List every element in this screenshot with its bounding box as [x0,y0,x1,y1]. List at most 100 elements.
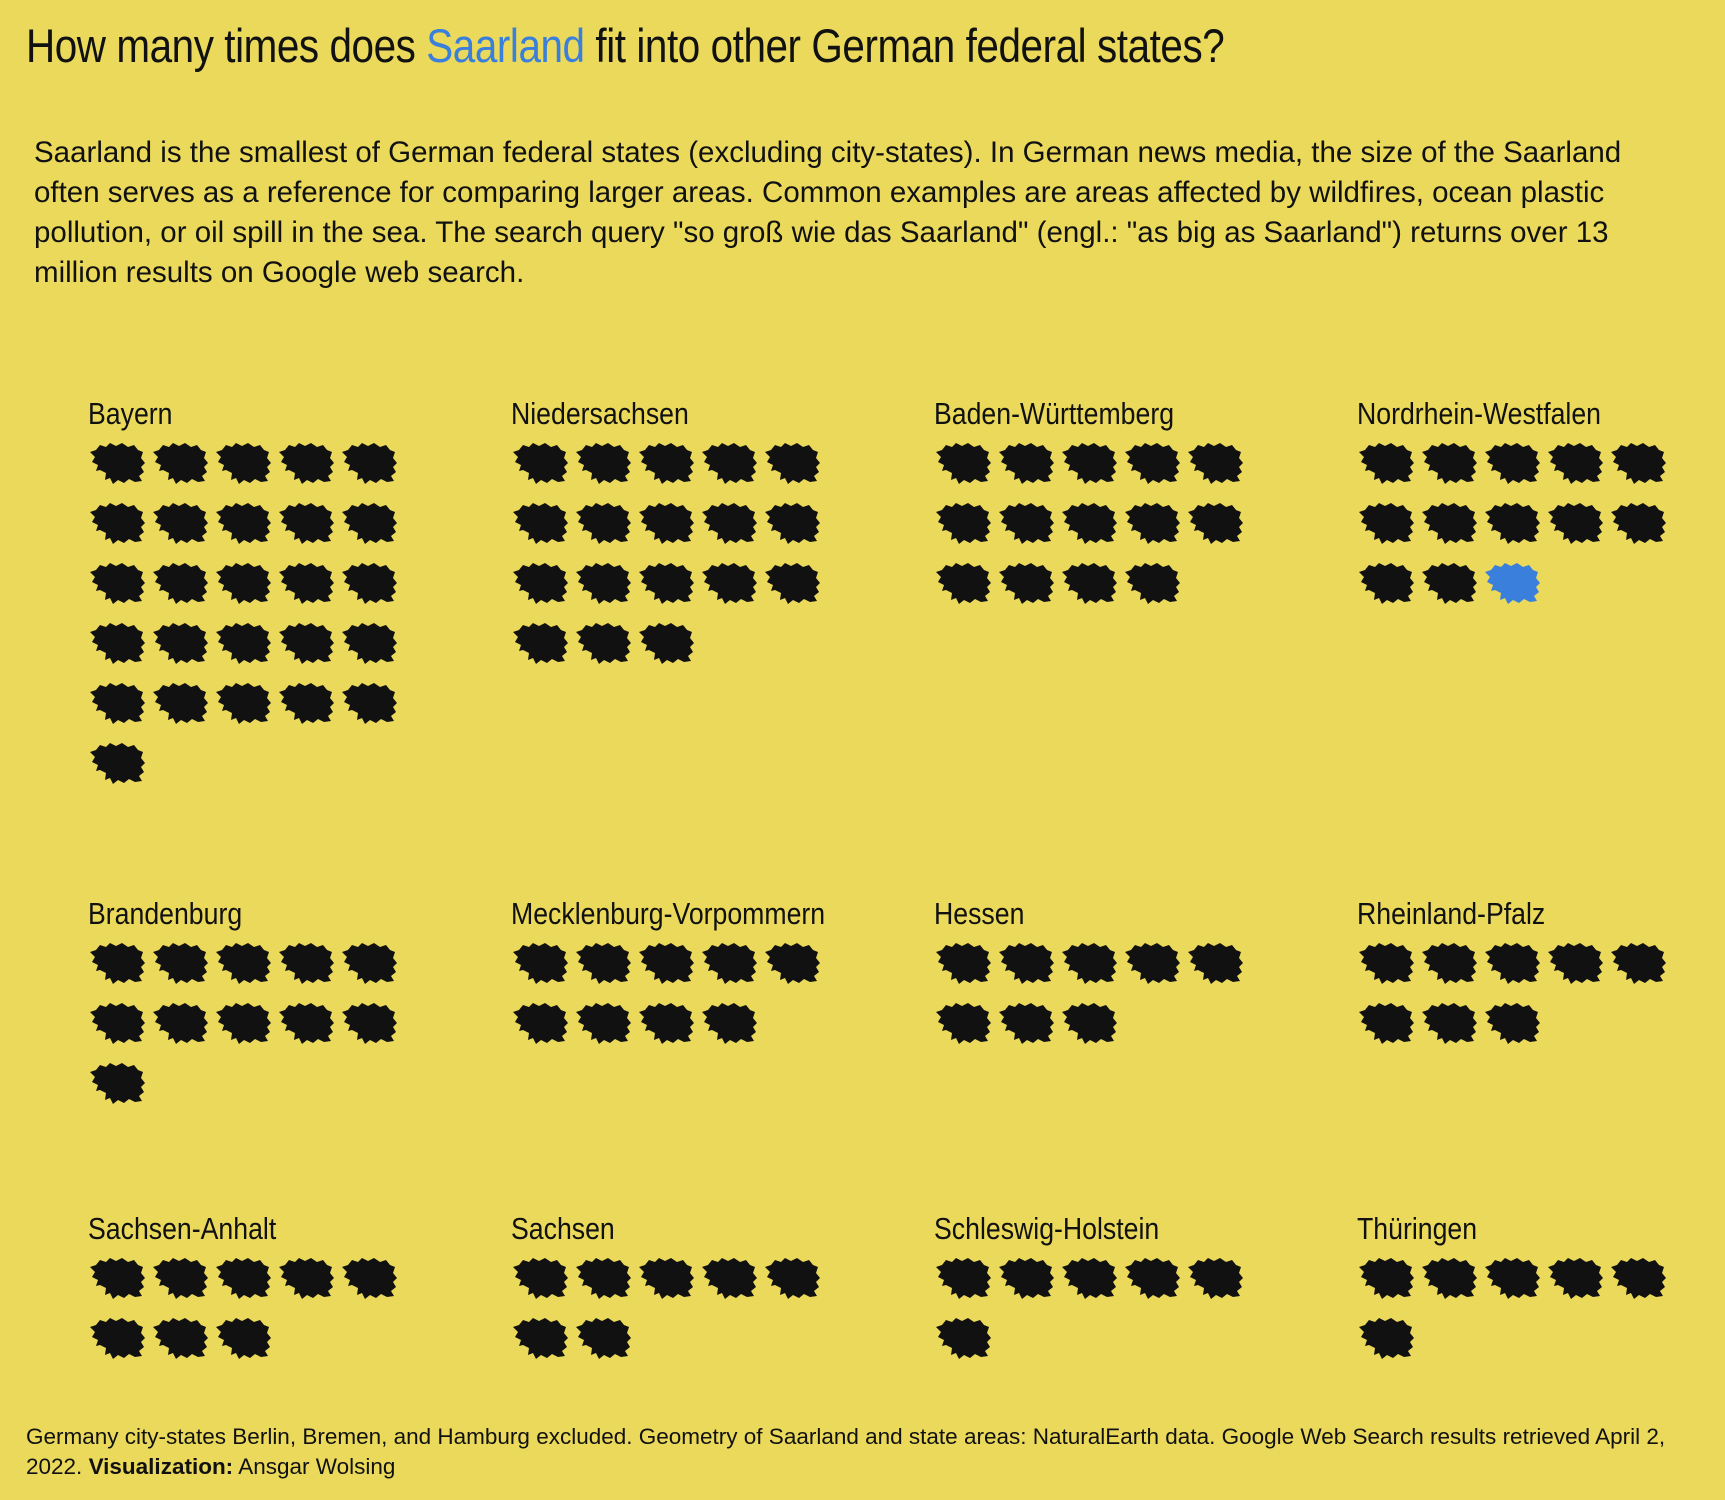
saarland-shape-icon [1186,500,1246,546]
saarland-shape-icon [88,1255,148,1301]
saarland-shape-icon [277,560,337,606]
saarland-shape-icon [763,1255,823,1301]
saarland-shape-icon [88,740,148,786]
saarland-shape-icon [763,940,823,986]
saarland-shape-icon [1186,940,1246,986]
saarland-shape-icon [1060,500,1120,546]
saarland-shape-icon [637,500,697,546]
saarland-shape-icon [214,440,274,486]
saarland-shape-icon [214,1000,274,1046]
saarland-shape-icon [1420,500,1480,546]
saarland-shape-icon [277,440,337,486]
saarland-shape-icon [700,560,760,606]
saarland-shape-icon [151,680,211,726]
saarland-shape-icon [340,680,400,726]
state-name-label: Nordrhein-Westfalen [1357,396,1602,431]
saarland-shape-icon [934,1315,994,1361]
saarland-shape-icon [1123,440,1183,486]
saarland-shape-icon [340,1255,400,1301]
saarland-shape-icon [637,620,697,666]
saarland-shape-icon [1420,1000,1480,1046]
saarland-shape-icon [511,500,571,546]
saarland-shape-icon [88,1000,148,1046]
title-before: How many times does [26,19,427,72]
saarland-shape-icon [277,940,337,986]
saarland-shape-icon [1357,1000,1417,1046]
saarland-shape-icon [700,500,760,546]
saarland-shape-icon [1609,940,1669,986]
saarland-shape-icon [1483,500,1543,546]
saarland-shape-icon [934,500,994,546]
saarland-shape-icon [574,1255,634,1301]
saarland-shape-icon [1483,1000,1543,1046]
saarland-shape-icon [1123,500,1183,546]
saarland-shape-icon [1357,1255,1417,1301]
saarland-shape-icon [340,560,400,606]
saarland-shape-icon [340,440,400,486]
saarland-shape-icon [637,940,697,986]
saarland-shape-icon [1546,440,1606,486]
saarland-shape-icon [511,940,571,986]
saarland-shape-icon [277,680,337,726]
caption-text: Germany city-states Berlin, Bremen, and … [26,1424,1666,1479]
caption-credit-name: Ansgar Wolsing [233,1454,396,1479]
state-name-label: Baden-Württemberg [934,396,1175,431]
saarland-shape-icon [700,1255,760,1301]
saarland-shape-icon [700,440,760,486]
saarland-shape-icon [763,500,823,546]
saarland-shape-icon [340,620,400,666]
saarland-shape-icon [88,680,148,726]
saarland-shape-icon [1060,940,1120,986]
saarland-shape-icon [574,560,634,606]
saarland-shape-icon [277,1255,337,1301]
chart-title: How many times does Saarland fit into ot… [26,18,1225,73]
saarland-shape-icon [637,1255,697,1301]
saarland-shape-icon [340,940,400,986]
saarland-shape-icon [1483,940,1543,986]
saarland-shape-icon [1357,500,1417,546]
saarland-shape-icon [1546,500,1606,546]
saarland-shape-icon [1357,440,1417,486]
saarland-shape-icon [151,1315,211,1361]
saarland-shape-icon [511,620,571,666]
saarland-shape-icon [151,440,211,486]
saarland-shape-icon [511,1315,571,1361]
saarland-shape-icon [574,620,634,666]
saarland-shape-icon [1483,1255,1543,1301]
saarland-shape-icon [637,1000,697,1046]
state-name-label: Niedersachsen [511,396,689,431]
state-name-label: Rheinland-Pfalz [1357,896,1546,931]
saarland-shape-icon [88,620,148,666]
saarland-shape-icon [151,1000,211,1046]
saarland-shape-icon [214,560,274,606]
saarland-shape-icon [574,1000,634,1046]
state-name-label: Brandenburg [88,896,243,931]
saarland-shape-icon [574,1315,634,1361]
saarland-shape-icon [700,940,760,986]
saarland-shape-icon [1060,560,1120,606]
state-name-label: Mecklenburg-Vorpommern [511,896,826,931]
saarland-shape-icon [1546,940,1606,986]
saarland-shape-icon [151,620,211,666]
saarland-shape-icon [88,1315,148,1361]
saarland-shape-icon [1123,560,1183,606]
saarland-shape-icon [277,620,337,666]
saarland-shape-icon [574,940,634,986]
saarland-shape-icon [511,1255,571,1301]
saarland-shape-icon [340,500,400,546]
saarland-shape-icon [1357,560,1417,606]
saarland-shape-icon [997,440,1057,486]
saarland-shape-icon [637,560,697,606]
saarland-shape-icon [1123,940,1183,986]
saarland-shape-icon [1420,440,1480,486]
saarland-shape-icon [1483,440,1543,486]
saarland-shape-icon [151,1255,211,1301]
saarland-shape-icon [997,1000,1057,1046]
saarland-shape-icon [88,940,148,986]
state-name-label: Sachsen-Anhalt [88,1211,277,1246]
saarland-shape-icon [1483,560,1543,606]
saarland-shape-icon [1357,940,1417,986]
saarland-shape-icon [214,1315,274,1361]
saarland-shape-icon [1186,440,1246,486]
saarland-shape-icon [1609,1255,1669,1301]
